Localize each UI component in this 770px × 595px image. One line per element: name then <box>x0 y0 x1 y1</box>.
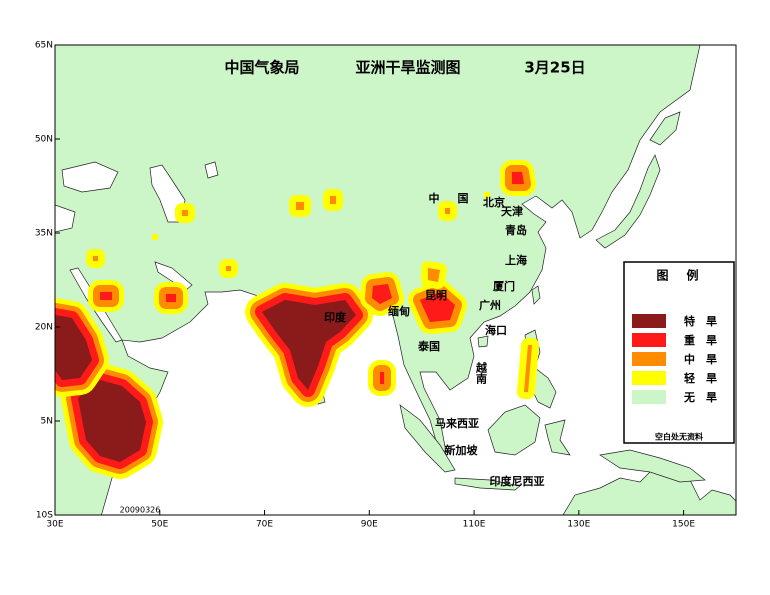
lat-tick-label: 65N <box>35 41 53 51</box>
place-label: 国 <box>458 192 469 205</box>
java <box>454 477 521 491</box>
place-label: 印度 <box>324 310 347 324</box>
lat-tick-label: 35N <box>35 229 53 239</box>
drought-zone <box>261 299 357 391</box>
lat-tick-label: 5N <box>41 417 53 427</box>
drought-areas <box>55 160 539 479</box>
drought-zone <box>511 171 525 185</box>
legend-note: 空白处无资料 <box>655 432 703 442</box>
place-label: 缅甸 <box>388 304 410 318</box>
drought-zone <box>225 265 232 272</box>
map-title: 亚洲干旱监测图 <box>355 59 460 77</box>
legend-label: 重 旱 <box>684 333 717 347</box>
place-label: 泰国 <box>417 339 440 353</box>
legend-swatch <box>632 371 666 385</box>
map-date: 3月25日 <box>524 59 585 77</box>
legend-label: 无 旱 <box>683 391 717 404</box>
place-label: 新加坡 <box>445 443 479 457</box>
taiwan <box>531 285 541 305</box>
lat-tick-label: 10S <box>36 511 53 521</box>
legend-label: 轻 旱 <box>684 371 717 385</box>
agency: 中国气象局 <box>224 59 299 77</box>
drought-zone <box>444 207 451 215</box>
lon-tick-label: 30E <box>46 520 63 530</box>
place-label: 越南 <box>475 361 489 385</box>
sumatra <box>399 404 456 473</box>
new-guinea <box>599 449 706 483</box>
lon-tick-label: 70E <box>256 520 273 530</box>
legend-swatch <box>632 390 666 404</box>
drought-zone <box>329 195 337 205</box>
legend-swatch <box>632 314 666 328</box>
legend-label: 特 旱 <box>684 314 717 328</box>
place-label: 马来西亚 <box>435 416 479 430</box>
legend-label: 中 旱 <box>684 352 717 366</box>
place-label: 上海 <box>505 253 527 267</box>
place-label: 青岛 <box>505 223 527 237</box>
legend: 图 例 空白处无资料 特 旱重 旱中 旱轻 旱无 旱 <box>623 261 735 444</box>
borneo <box>487 404 541 456</box>
aral-sea <box>204 161 219 179</box>
place-label: 中 <box>429 191 440 205</box>
drought-zone <box>165 293 177 303</box>
lat-tick-label: 20N <box>35 323 53 333</box>
drought-zone <box>99 291 113 301</box>
japan <box>595 111 681 249</box>
black-sea <box>61 161 119 193</box>
lon-tick-label: 130E <box>567 520 590 530</box>
lon-tick-label: 90E <box>361 520 378 530</box>
legend-swatch <box>632 333 666 347</box>
drought-zone <box>55 314 93 381</box>
drought-zone <box>427 267 441 283</box>
date-stamp: 20090326 <box>120 506 161 515</box>
place-label: 海口 <box>485 323 507 337</box>
drought-zone <box>151 233 159 241</box>
ocean <box>101 45 736 515</box>
legend-swatch <box>632 352 666 366</box>
hainan <box>477 335 489 348</box>
mediterranean <box>55 204 76 233</box>
lon-tick-label: 110E <box>463 520 486 530</box>
drought-zone <box>295 201 305 211</box>
drought-zone <box>371 283 393 305</box>
place-label: 印度尼西亚 <box>490 474 545 488</box>
drought-zone <box>77 379 147 463</box>
place-labels: 印度 缅甸 昆明 广州 厦门 上海 青岛 天津 北京 中 国 海口 泰国 越南 … <box>324 191 545 488</box>
place-label: 广州 <box>479 298 501 312</box>
lat-tick-label: 50N <box>35 135 53 145</box>
drought-zone <box>523 344 533 393</box>
place-label: 厦门 <box>493 279 515 293</box>
place-label: 昆明 <box>425 289 447 302</box>
lon-tick-label: 150E <box>672 520 695 530</box>
drought-zone <box>92 255 99 262</box>
drought-zone <box>181 209 189 217</box>
sulawesi <box>544 419 571 456</box>
legend-title: 图 例 <box>656 268 701 283</box>
drought-zone <box>419 291 456 323</box>
place-label: 北京 <box>483 195 505 209</box>
lon-tick-label: 50E <box>151 520 168 530</box>
map-frame <box>54 44 737 516</box>
drought-zone <box>379 371 385 385</box>
drought-zone <box>483 191 491 199</box>
geography <box>55 45 736 515</box>
place-label: 天津 <box>501 204 523 218</box>
